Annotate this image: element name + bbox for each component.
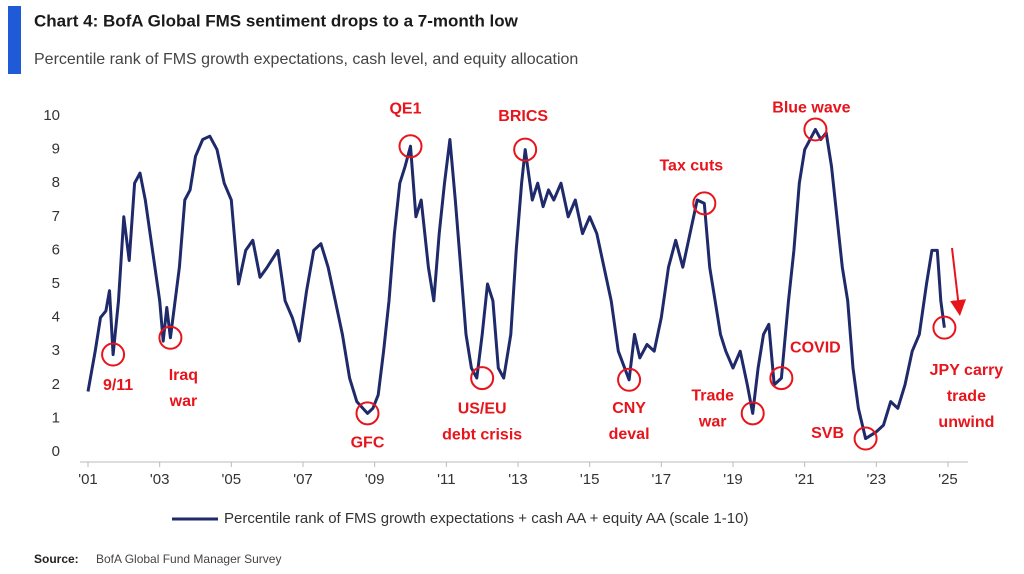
annotation-label: SVB bbox=[811, 425, 844, 442]
annotation-circle bbox=[692, 191, 717, 216]
annotation-label: US/EU bbox=[458, 400, 507, 417]
arrow bbox=[950, 247, 967, 316]
annotation-label: trade bbox=[947, 388, 986, 405]
y-tick-label: 5 bbox=[52, 275, 60, 292]
annotation-label: 9/11 bbox=[103, 377, 133, 394]
y-tick-label: 8 bbox=[52, 174, 60, 191]
annotation-circle bbox=[158, 325, 183, 350]
x-tick-label: '01 bbox=[78, 471, 98, 488]
x-tick-label: '17 bbox=[652, 471, 672, 488]
annotation-circle bbox=[513, 137, 538, 162]
chart-title: Chart 4: BofA Global FMS sentiment drops… bbox=[34, 11, 519, 30]
annotation-label: war bbox=[698, 414, 727, 431]
annotation-label: debt crisis bbox=[442, 426, 522, 443]
x-tick-label: '23 bbox=[867, 471, 887, 488]
legend-label: Percentile rank of FMS growth expectatio… bbox=[224, 510, 748, 527]
y-tick-label: 6 bbox=[52, 241, 60, 258]
annotation-label: deval bbox=[609, 426, 650, 443]
chart-subtitle: Percentile rank of FMS growth expectatio… bbox=[34, 51, 578, 68]
annotation-label: Iraq bbox=[169, 367, 198, 384]
annotation-circle bbox=[355, 401, 380, 426]
x-tick-label: '19 bbox=[723, 471, 743, 488]
annotation-circle bbox=[803, 117, 828, 142]
y-tick-label: 9 bbox=[52, 141, 60, 158]
annotation-circle bbox=[101, 342, 126, 367]
y-tick-label: 0 bbox=[52, 443, 60, 460]
source-label: Source: bbox=[34, 552, 79, 566]
annotation-circle bbox=[398, 134, 423, 159]
x-tick-label: '07 bbox=[293, 471, 313, 488]
x-tick-label: '21 bbox=[795, 471, 815, 488]
x-tick-label: '11 bbox=[437, 471, 455, 488]
y-tick-label: 1 bbox=[52, 409, 60, 426]
series-line bbox=[86, 127, 946, 441]
x-tick-label: '05 bbox=[222, 471, 242, 488]
annotation-label: Blue wave bbox=[772, 100, 850, 117]
annotation-label: CNY bbox=[612, 400, 646, 417]
annotation-circle bbox=[470, 366, 495, 391]
annotation-circle bbox=[853, 426, 878, 451]
annotation-label: Trade bbox=[691, 388, 734, 405]
annotation-label: war bbox=[169, 393, 198, 410]
annotation-label: QE1 bbox=[389, 100, 421, 117]
title-bar bbox=[8, 6, 21, 74]
annotation-label: COVID bbox=[790, 339, 841, 356]
annotation-circle bbox=[932, 315, 957, 340]
annotation-circle bbox=[769, 366, 794, 391]
annotation-label: BRICS bbox=[498, 108, 548, 125]
annotation-label: GFC bbox=[351, 435, 385, 452]
y-tick-label: 2 bbox=[52, 376, 60, 393]
x-tick-label: '03 bbox=[150, 471, 170, 488]
y-tick-label: 3 bbox=[52, 342, 60, 359]
x-tick-label: '09 bbox=[365, 471, 385, 488]
annotation-label: Tax cuts bbox=[659, 158, 723, 175]
x-tick-label: '25 bbox=[938, 471, 958, 488]
y-tick-label: 10 bbox=[43, 107, 60, 124]
x-tick-label: '13 bbox=[508, 471, 528, 488]
source: BofA Global Fund Manager Survey bbox=[96, 552, 281, 566]
x-tick-label: '15 bbox=[580, 471, 600, 488]
annotation-label: JPY carry bbox=[930, 362, 1004, 379]
y-tick-label: 7 bbox=[52, 208, 60, 225]
y-tick-label: 4 bbox=[52, 309, 60, 326]
annotation-label: unwind bbox=[938, 414, 994, 431]
annotation-circle bbox=[740, 401, 765, 426]
annotation-circle bbox=[617, 367, 642, 392]
